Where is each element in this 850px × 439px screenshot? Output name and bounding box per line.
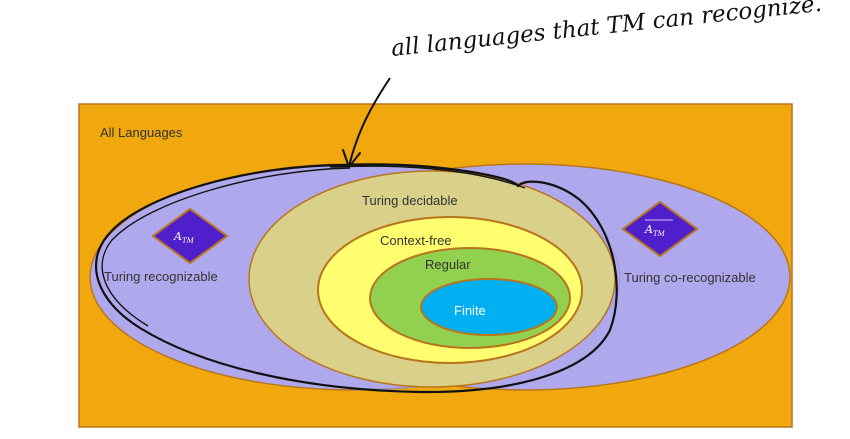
turing-recognizable-label: Turing recognizable	[104, 269, 218, 284]
turing-co-recognizable-label: Turing co-recognizable	[624, 270, 756, 285]
context-free-label: Context-free	[380, 233, 452, 248]
regular-label: Regular	[425, 257, 471, 272]
hand-drawn-outline-top-stroke	[329, 165, 526, 189]
atm-complement-symbol: ATM	[644, 223, 666, 238]
atm-complement-diamond	[621, 200, 699, 258]
atm-complement-sub: TM	[653, 230, 666, 238]
all-languages-label: All Languages	[100, 125, 183, 140]
turing-decidable-label: Turing decidable	[362, 193, 458, 208]
hand-drawn-outline-second-stroke	[101, 167, 351, 327]
atm-symbol-sub: TM	[182, 237, 195, 245]
finite-region	[420, 278, 558, 336]
atm-symbol-main: A	[173, 230, 182, 243]
annotation-arrow-shaft	[348, 77, 391, 167]
finite-label: Finite	[454, 303, 486, 318]
atm-diamond	[151, 207, 229, 265]
annotation-text: all languages that TM can recognize.	[390, 0, 823, 62]
hand-drawn-recognizable-outline	[94, 163, 618, 394]
atm-complement-main: A	[644, 223, 653, 236]
annotation-arrow-head	[342, 149, 361, 168]
atm-symbol: ATM	[173, 230, 195, 245]
